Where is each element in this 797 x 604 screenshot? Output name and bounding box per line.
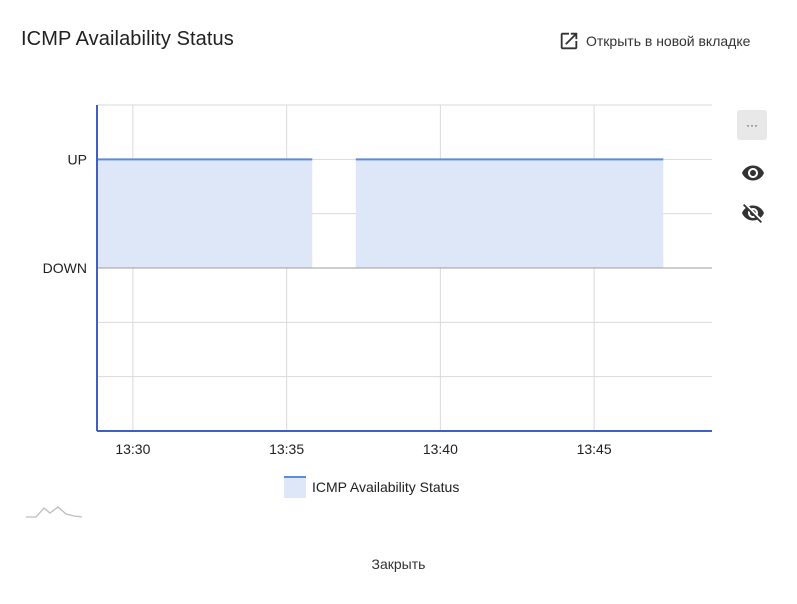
area-segment — [97, 159, 313, 268]
chart-menu-button[interactable]: ··· — [737, 110, 767, 140]
legend-swatch — [284, 476, 306, 498]
chart-legend[interactable]: ICMP Availability Status — [284, 476, 459, 498]
open-in-new-tab-label: Открыть в новой вкладке — [586, 33, 751, 49]
hide-series-button[interactable] — [740, 203, 766, 226]
page-title: ICMP Availability Status — [21, 28, 234, 50]
eye-icon — [741, 161, 765, 190]
eye-off-icon — [741, 201, 765, 230]
x-tick-label: 13:45 — [577, 441, 612, 457]
legend-label: ICMP Availability Status — [312, 479, 460, 495]
x-tick-label: 13:30 — [115, 441, 150, 457]
open-in-new-tab-link[interactable]: Открыть в новой вкладке — [558, 30, 750, 52]
x-tick-label: 13:35 — [269, 441, 304, 457]
open-in-new-icon — [558, 30, 580, 52]
close-button[interactable]: Закрыть — [0, 556, 797, 572]
sparkline-icon — [26, 504, 83, 525]
show-series-button[interactable] — [740, 164, 766, 186]
area-segment — [355, 159, 664, 268]
close-label: Закрыть — [371, 556, 426, 572]
more-label: ··· — [746, 118, 758, 132]
x-tick-label: 13:40 — [423, 441, 458, 457]
y-tick-label: UP — [68, 151, 87, 167]
y-tick-label: DOWN — [43, 260, 87, 276]
